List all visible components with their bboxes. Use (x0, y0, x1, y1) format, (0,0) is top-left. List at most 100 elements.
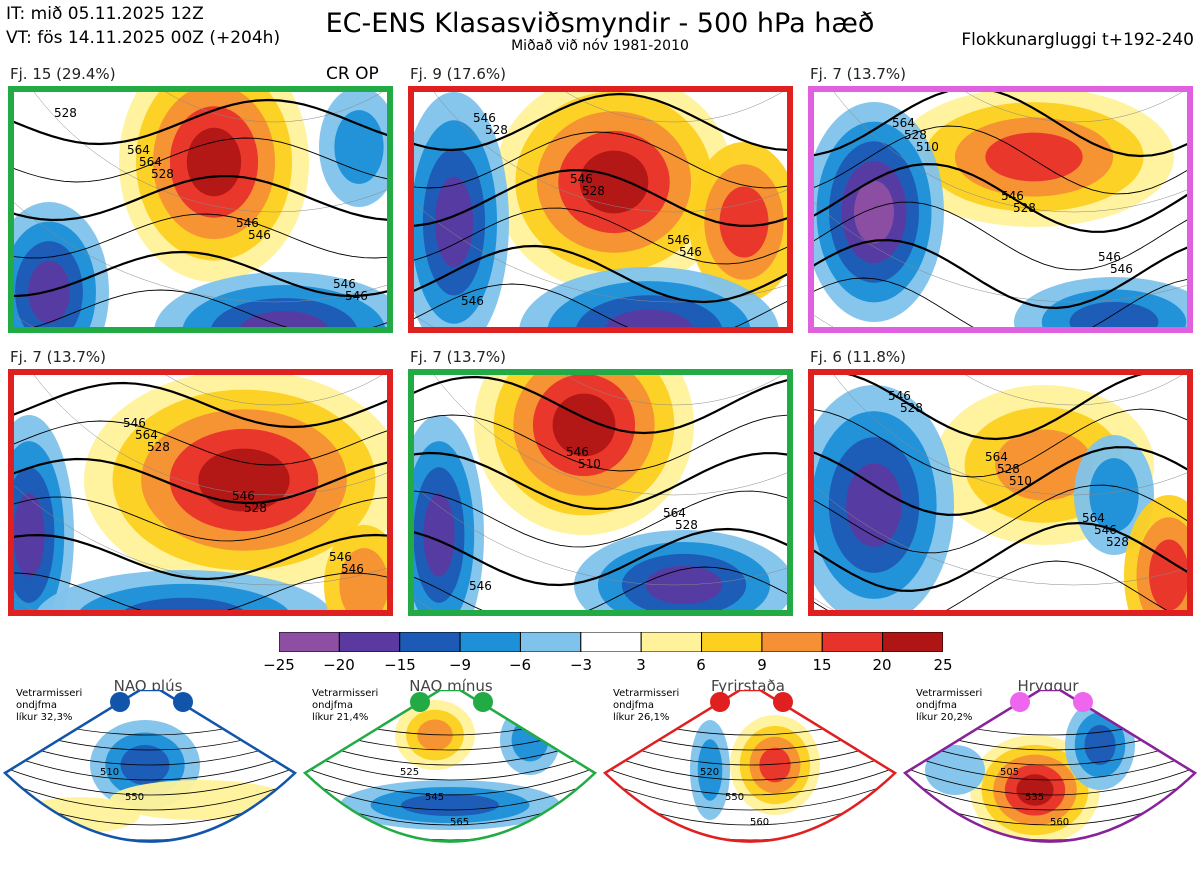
regime-map-blocking: 520 550 560 (602, 690, 898, 843)
regime-map-nao-plus: 510 550 (2, 690, 298, 843)
contour-label: 505 (1000, 767, 1019, 778)
graticule (14, 202, 387, 303)
graticule (965, 375, 1183, 406)
cluster-label-5: Fj. 7 (13.7%) (410, 348, 506, 366)
regime-map-ridge: 505 535 560 (902, 690, 1198, 843)
height-contour (414, 131, 787, 189)
height-contour (305, 751, 595, 781)
contour-label: 564 (139, 155, 162, 169)
height-contour (14, 496, 387, 542)
cluster-map-2: 528 528 546 546 546 546 546 (408, 86, 793, 333)
height-contour (905, 765, 1195, 796)
graticule (833, 375, 1187, 496)
colorbar-tick: −6 (508, 656, 532, 674)
anomaly-field (319, 92, 387, 207)
height-contour (414, 527, 787, 587)
contour-label: 546 (329, 550, 352, 564)
cluster-op-marker: CR OP (326, 64, 379, 84)
contour-label: 510 (1009, 474, 1032, 488)
contour-label: 528 (151, 167, 174, 181)
anomaly-field (154, 272, 387, 327)
contour-label: 546 (679, 245, 702, 259)
graticule (565, 375, 783, 406)
height-contour (414, 92, 787, 152)
contour-label: 525 (400, 767, 419, 778)
regime-note-blocking: Vetrarmisseri ondjfma líkur 26,1% (613, 688, 680, 723)
anomaly-field (14, 415, 74, 610)
regime-title-blocking: Fyrirstaða (711, 677, 785, 695)
height-contour (5, 779, 295, 811)
regime-note-nao-plus: Vetrarmisseri ondjfma líkur 32,3% (16, 688, 83, 723)
height-contour (814, 92, 1187, 158)
contour-label: 528 (485, 123, 508, 137)
contour-label: 546 (1098, 250, 1121, 264)
regime-dot (1073, 692, 1093, 712)
regime-dot (110, 692, 130, 712)
regime-frame (302, 690, 598, 843)
regime-note-ridge: Vetrarmisseri ondjfma líkur 20,2% (916, 688, 983, 723)
regime-frame (602, 690, 898, 843)
anomaly-field (414, 92, 509, 327)
height-contour (414, 375, 787, 435)
regime-dot (710, 692, 730, 712)
graticule (833, 92, 1187, 213)
colorbar-tick: 25 (933, 656, 953, 674)
height-contour (814, 521, 1187, 593)
contour-label: 564 (127, 143, 150, 157)
anomaly-colorbar (279, 632, 943, 652)
contour-label: 546 (461, 294, 484, 308)
height-contour (14, 250, 387, 298)
height-contour (14, 457, 387, 505)
contour-label: 565 (450, 817, 469, 828)
contour-label: 528 (1106, 535, 1129, 549)
height-contour (414, 168, 787, 227)
height-contour (605, 779, 895, 811)
contour-label: 546 (1110, 262, 1133, 276)
height-contour (14, 381, 387, 429)
contour-label: 528 (244, 501, 267, 515)
contour-label: 528 (147, 440, 170, 454)
anomaly-field (814, 102, 944, 322)
cluster-map-1: 528 528 546 546 564 546 546 564 (8, 86, 393, 333)
colorbar-swatch (640, 632, 703, 652)
contour-label: 546 (469, 579, 492, 593)
colorbar-swatch (761, 632, 823, 652)
colorbar-swatch (399, 632, 461, 652)
contour-label: 546 (566, 445, 589, 459)
graticule (14, 485, 387, 586)
cluster-label-1: Fj. 15 (29.4%) (10, 65, 116, 83)
colorbar-tick: −25 (263, 656, 295, 674)
contour-label: 546 (333, 277, 356, 291)
anomaly-field (519, 267, 779, 327)
regime-frame (902, 690, 1198, 843)
height-contour (14, 98, 387, 146)
colorbar-swatch (338, 632, 401, 652)
contour-label: 528 (675, 518, 698, 532)
anomaly-field (500, 705, 560, 775)
anomaly-field (690, 720, 730, 820)
height-contour (605, 765, 895, 796)
height-contour (414, 244, 787, 304)
cluster-map-svg: 510 528 546 546 564 (414, 375, 787, 610)
contour-label: 528 (1013, 201, 1036, 215)
regime-dot (410, 692, 430, 712)
contour-label: 528 (997, 462, 1020, 476)
colorbar-swatch (459, 632, 521, 652)
graticule (414, 485, 787, 586)
regime-dot (773, 692, 793, 712)
regime-title-nao-minus: NAO mínus (409, 677, 493, 695)
colorbar-tick: −15 (384, 656, 416, 674)
anomaly-field (1014, 277, 1187, 327)
height-contour (14, 213, 387, 259)
height-contour (5, 751, 295, 781)
graticule (33, 375, 387, 496)
contour-label: 546 (232, 489, 255, 503)
colorbar-swatch (519, 632, 582, 652)
graticule (433, 92, 787, 213)
contour-label: 546 (1094, 523, 1117, 537)
cluster-label-3: Fj. 7 (13.7%) (810, 65, 906, 83)
graticule (414, 202, 787, 303)
height-contour (814, 484, 1187, 554)
